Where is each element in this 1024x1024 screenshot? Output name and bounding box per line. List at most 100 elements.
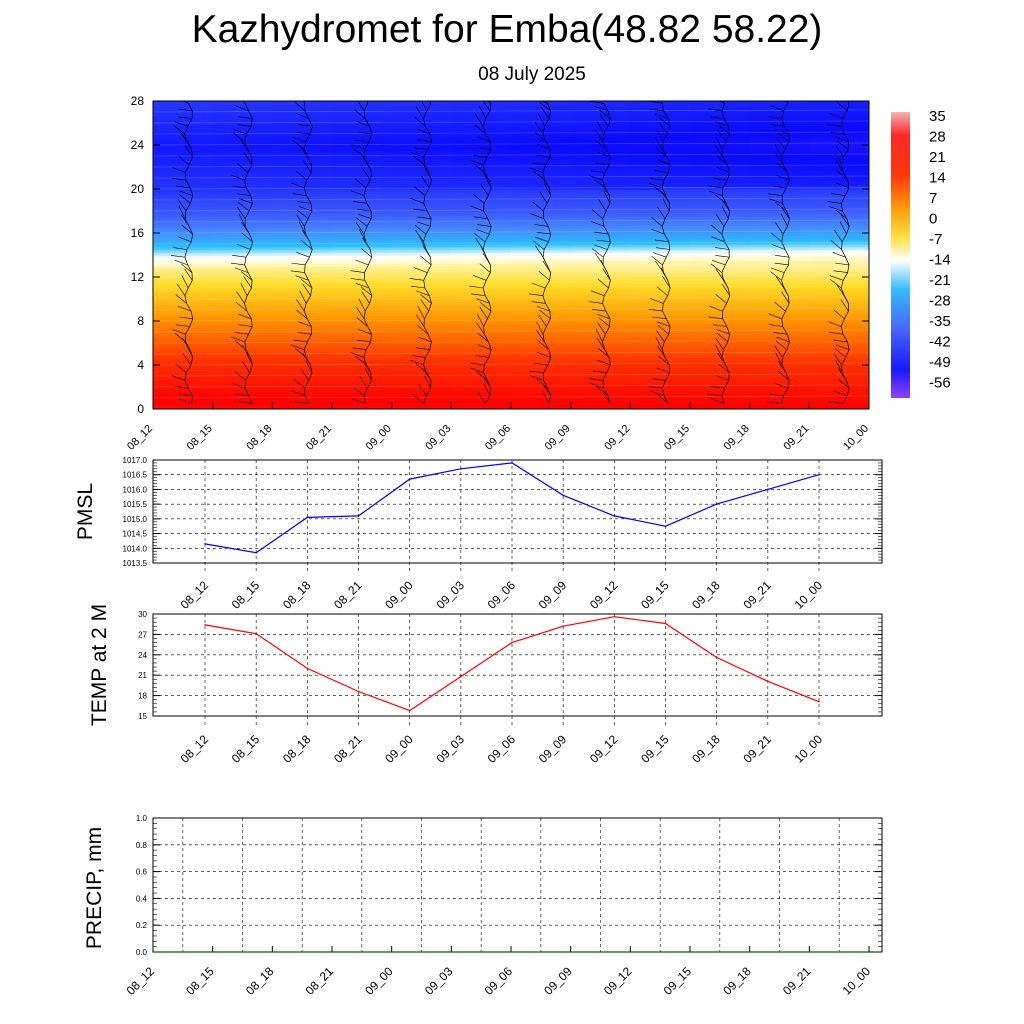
heatmap-cell <box>212 326 244 330</box>
heatmap-cell <box>570 337 602 341</box>
heatmap-cell <box>212 359 244 363</box>
heatmap-cell <box>302 274 333 278</box>
heatmap-cell <box>391 301 423 306</box>
heatmap-cell <box>272 175 303 179</box>
heatmap-cell <box>540 189 572 193</box>
heatmap-cell <box>361 326 393 330</box>
wind-barb <box>530 375 544 381</box>
heatmap-cell <box>421 312 452 317</box>
heatmap-cell <box>660 334 691 339</box>
heatmap-cell <box>511 213 542 218</box>
wind-barb <box>594 106 608 112</box>
heatmap-cell <box>302 123 333 127</box>
heatmap-cell <box>481 249 512 253</box>
heatmap-cell <box>212 329 244 333</box>
wind-barb <box>292 193 307 196</box>
wind-barb <box>350 278 365 281</box>
heatmap-cell <box>690 389 721 394</box>
heatmap-cell <box>630 359 661 363</box>
heatmap-cell <box>242 266 273 270</box>
heatmap-cell <box>212 249 244 253</box>
heatmap-cell <box>242 189 273 193</box>
heatmap-cell <box>451 266 482 270</box>
heatmap-cell <box>212 233 244 237</box>
heatmap-cell <box>153 238 184 242</box>
heatmap-cell <box>630 191 661 196</box>
heatmap-cell <box>451 222 482 226</box>
heatmap-cell <box>481 299 512 303</box>
heatmap-cell <box>182 153 214 157</box>
heatmap-cell <box>600 158 631 163</box>
heatmap-cell <box>451 178 482 182</box>
heatmap-cell <box>332 211 363 215</box>
wind-barb <box>712 324 727 327</box>
heatmap-cell <box>511 136 542 141</box>
heatmap-cell <box>421 147 452 152</box>
heatmap-cell <box>540 307 572 311</box>
heatmap-cell <box>660 293 691 297</box>
heatmap-cell <box>600 260 631 264</box>
heatmap-cell <box>749 367 781 372</box>
heatmap-cell <box>182 128 214 132</box>
heatmap-cell <box>212 398 244 402</box>
heatmap-cell <box>540 290 572 295</box>
heatmap-cell <box>242 233 273 237</box>
heatmap-cell <box>391 384 423 388</box>
heatmap-cell <box>690 376 721 380</box>
heatmap-cell <box>332 156 363 160</box>
heatmap-cell <box>540 373 572 377</box>
heatmap-cell <box>839 114 869 119</box>
heatmap-cell <box>779 178 810 182</box>
heatmap-cell <box>719 290 751 295</box>
heatmap-cell <box>809 112 840 116</box>
heatmap-cell <box>690 233 721 237</box>
heatmap-cell <box>660 266 691 270</box>
heatmap-cell <box>451 263 482 267</box>
heatmap-cell <box>779 189 810 193</box>
heatmap-cell <box>212 260 244 264</box>
heatmap-cell <box>481 356 512 361</box>
heatmap-cell <box>182 114 214 119</box>
wind-barb <box>651 255 663 266</box>
heatmap-cell <box>361 139 393 143</box>
heatmap-cell <box>570 189 602 193</box>
heatmap-cell <box>779 191 810 196</box>
heatmap-cell <box>630 263 661 267</box>
wind-barb <box>717 130 727 142</box>
wind-barb <box>474 355 489 358</box>
x-tick-label: 09_15 <box>638 732 672 766</box>
isotherm-line <box>153 263 869 267</box>
heatmap-cell <box>719 167 751 171</box>
heatmap-cell <box>570 175 602 179</box>
heatmap-cell <box>660 285 691 289</box>
heatmap-cell <box>182 175 214 179</box>
heatmap-cell <box>809 117 840 121</box>
heatmap-cell <box>809 384 840 388</box>
heatmap-cell <box>302 378 333 383</box>
heatmap-cell <box>540 370 572 374</box>
wind-barb <box>355 217 368 227</box>
wind-barb <box>715 344 723 358</box>
heatmap-cell <box>511 376 542 380</box>
heatmap-cell <box>451 230 482 234</box>
heatmap-cell <box>272 200 303 204</box>
x-tick-label: 09_06 <box>482 964 516 998</box>
heatmap-cell <box>779 343 810 347</box>
heatmap-cell <box>153 167 184 171</box>
heatmap-cell <box>839 359 869 363</box>
heatmap-cell <box>212 150 244 154</box>
wind-barb <box>536 321 544 335</box>
y-tick-label: 0.4 <box>136 894 148 903</box>
heatmap-cell <box>660 403 691 407</box>
heatmap-cell <box>570 279 602 284</box>
heatmap-cell <box>212 120 244 124</box>
heatmap-cell <box>660 257 691 262</box>
heatmap-cell <box>272 290 303 295</box>
heatmap-cell <box>749 329 781 333</box>
heatmap-cell <box>511 147 542 152</box>
heatmap-cell <box>272 406 303 409</box>
heatmap-cell <box>600 244 631 248</box>
heatmap-cell <box>511 323 542 328</box>
heatmap-cell <box>839 403 869 407</box>
heatmap-cell <box>511 359 542 363</box>
